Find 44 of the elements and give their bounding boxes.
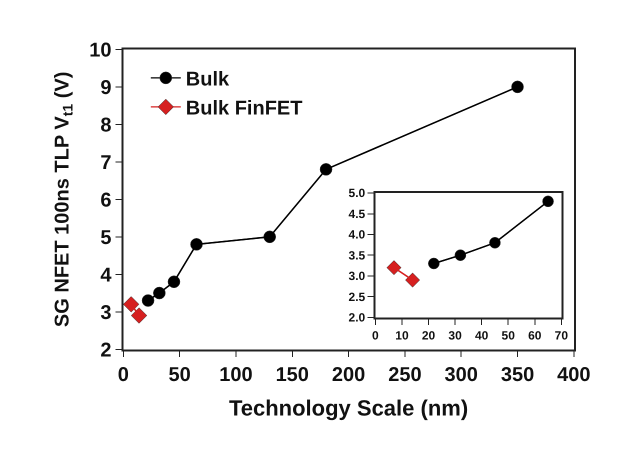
y-tick-label: 4.5 [348,206,366,221]
y-tick-label: 2.5 [348,290,366,304]
x-tick-label: 150 [276,364,309,386]
y-tick-label: 4 [100,264,112,286]
point [542,196,554,208]
point [123,296,140,312]
point [386,260,402,276]
legend-label: Bulk [186,68,230,91]
x-tick-label: 40 [474,328,489,343]
point [405,272,420,288]
y-tick-label: 2.0 [348,310,366,325]
x-tick-label: 70 [554,328,568,343]
y-tick-label: 2 [100,339,112,362]
x-tick-label: 200 [332,364,366,386]
x-tick-label: 10 [395,328,409,343]
y-tick-label: 7 [100,152,112,174]
x-tick-label: 350 [500,364,534,386]
y-tick-label: 3 [100,302,112,324]
x-tick-label: 50 [168,364,191,386]
x-tick-label: 60 [528,328,542,343]
y-tick-label: 9 [100,76,112,99]
x-tick-label: 100 [219,364,253,386]
point [131,307,148,324]
legend-label: Bulk FinFET [186,98,302,120]
y-tick-label: 8 [100,114,112,136]
point [428,258,440,270]
y-tick-label: 5 [100,226,112,249]
y-tick-label: 4.0 [348,228,366,242]
x-tick-label: 0 [372,328,380,343]
y-tick-label: 5.0 [348,186,366,200]
x-axis-title: Technology Scale (nm) [228,395,468,420]
point [511,80,524,94]
x-tick-label: 30 [448,328,462,343]
x-tick-label: 50 [502,328,516,343]
y-tick-label: 3.5 [348,248,366,262]
y-tick-label: 3.0 [348,269,366,284]
point [142,294,154,307]
x-tick-label: 300 [444,364,478,386]
y-tick-label: 10 [89,39,112,62]
x-tick-label: 250 [388,364,422,386]
x-tick-label: 20 [422,328,436,343]
y-tick-label: 6 [100,189,112,212]
x-tick-label: 400 [557,364,591,386]
x-tick-label: 0 [118,364,129,386]
